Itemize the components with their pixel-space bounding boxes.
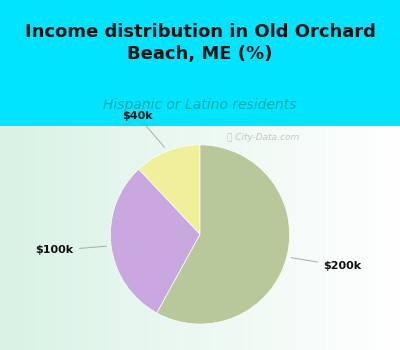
Wedge shape	[139, 145, 200, 235]
Text: $100k: $100k	[36, 245, 106, 256]
Text: Hispanic or Latino residents: Hispanic or Latino residents	[103, 98, 297, 112]
Wedge shape	[157, 145, 290, 324]
Text: Income distribution in Old Orchard
Beach, ME (%): Income distribution in Old Orchard Beach…	[24, 23, 376, 63]
Text: ⌕ City-Data.com: ⌕ City-Data.com	[226, 133, 299, 142]
Text: $40k: $40k	[122, 111, 164, 147]
Wedge shape	[110, 169, 200, 313]
Text: $200k: $200k	[291, 258, 361, 271]
